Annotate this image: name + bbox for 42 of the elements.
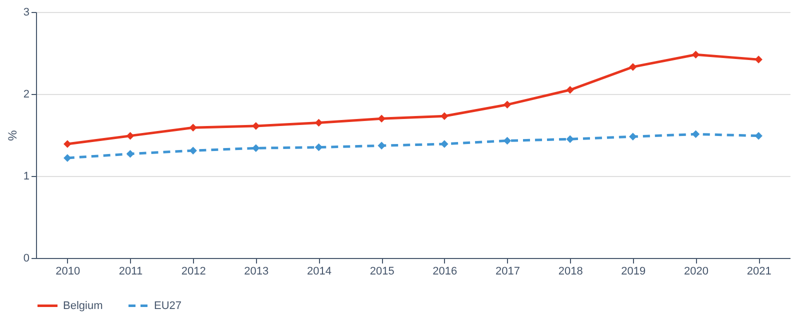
x-tick-label: 2013 bbox=[244, 266, 269, 278]
point bbox=[692, 50, 700, 59]
point bbox=[503, 136, 512, 145]
y-tick-label: 0 bbox=[23, 252, 30, 264]
point bbox=[252, 144, 260, 152]
point bbox=[566, 86, 574, 94]
point bbox=[64, 154, 72, 162]
point bbox=[629, 132, 637, 141]
legend-label: EU27 bbox=[154, 300, 182, 312]
y-tick-label: 3 bbox=[23, 6, 30, 18]
point bbox=[189, 146, 197, 154]
point bbox=[566, 135, 574, 143]
point bbox=[754, 56, 762, 64]
y-tick-label: 2 bbox=[23, 88, 30, 100]
point bbox=[126, 150, 134, 158]
point bbox=[64, 140, 72, 148]
point bbox=[126, 132, 134, 140]
x-tick-label: 2020 bbox=[684, 266, 708, 278]
point bbox=[189, 124, 197, 132]
point bbox=[440, 112, 448, 120]
point bbox=[314, 118, 323, 127]
point bbox=[378, 114, 386, 122]
x-tick-label: 2017 bbox=[496, 266, 520, 278]
x-tick-label: 2016 bbox=[432, 266, 458, 278]
point bbox=[629, 63, 637, 71]
point bbox=[252, 122, 260, 130]
x-tick-label: 2015 bbox=[370, 266, 394, 278]
x-tick-label: 2010 bbox=[56, 266, 80, 278]
x-tick-label: 2018 bbox=[558, 266, 583, 278]
x-tick-label: 2012 bbox=[181, 266, 206, 278]
x-tick-label: 2019 bbox=[621, 266, 646, 278]
y-tick-label: 1 bbox=[23, 170, 30, 182]
x-tick-label: 2014 bbox=[307, 266, 332, 278]
point bbox=[378, 142, 386, 150]
y-axis-title: % bbox=[5, 130, 20, 141]
x-tick-label: 2011 bbox=[118, 266, 143, 278]
point bbox=[314, 143, 323, 152]
legend-label: Belgium bbox=[63, 300, 103, 312]
point bbox=[754, 132, 762, 140]
x-tick-label: 2021 bbox=[746, 266, 772, 278]
point bbox=[503, 100, 512, 109]
point bbox=[440, 140, 448, 148]
